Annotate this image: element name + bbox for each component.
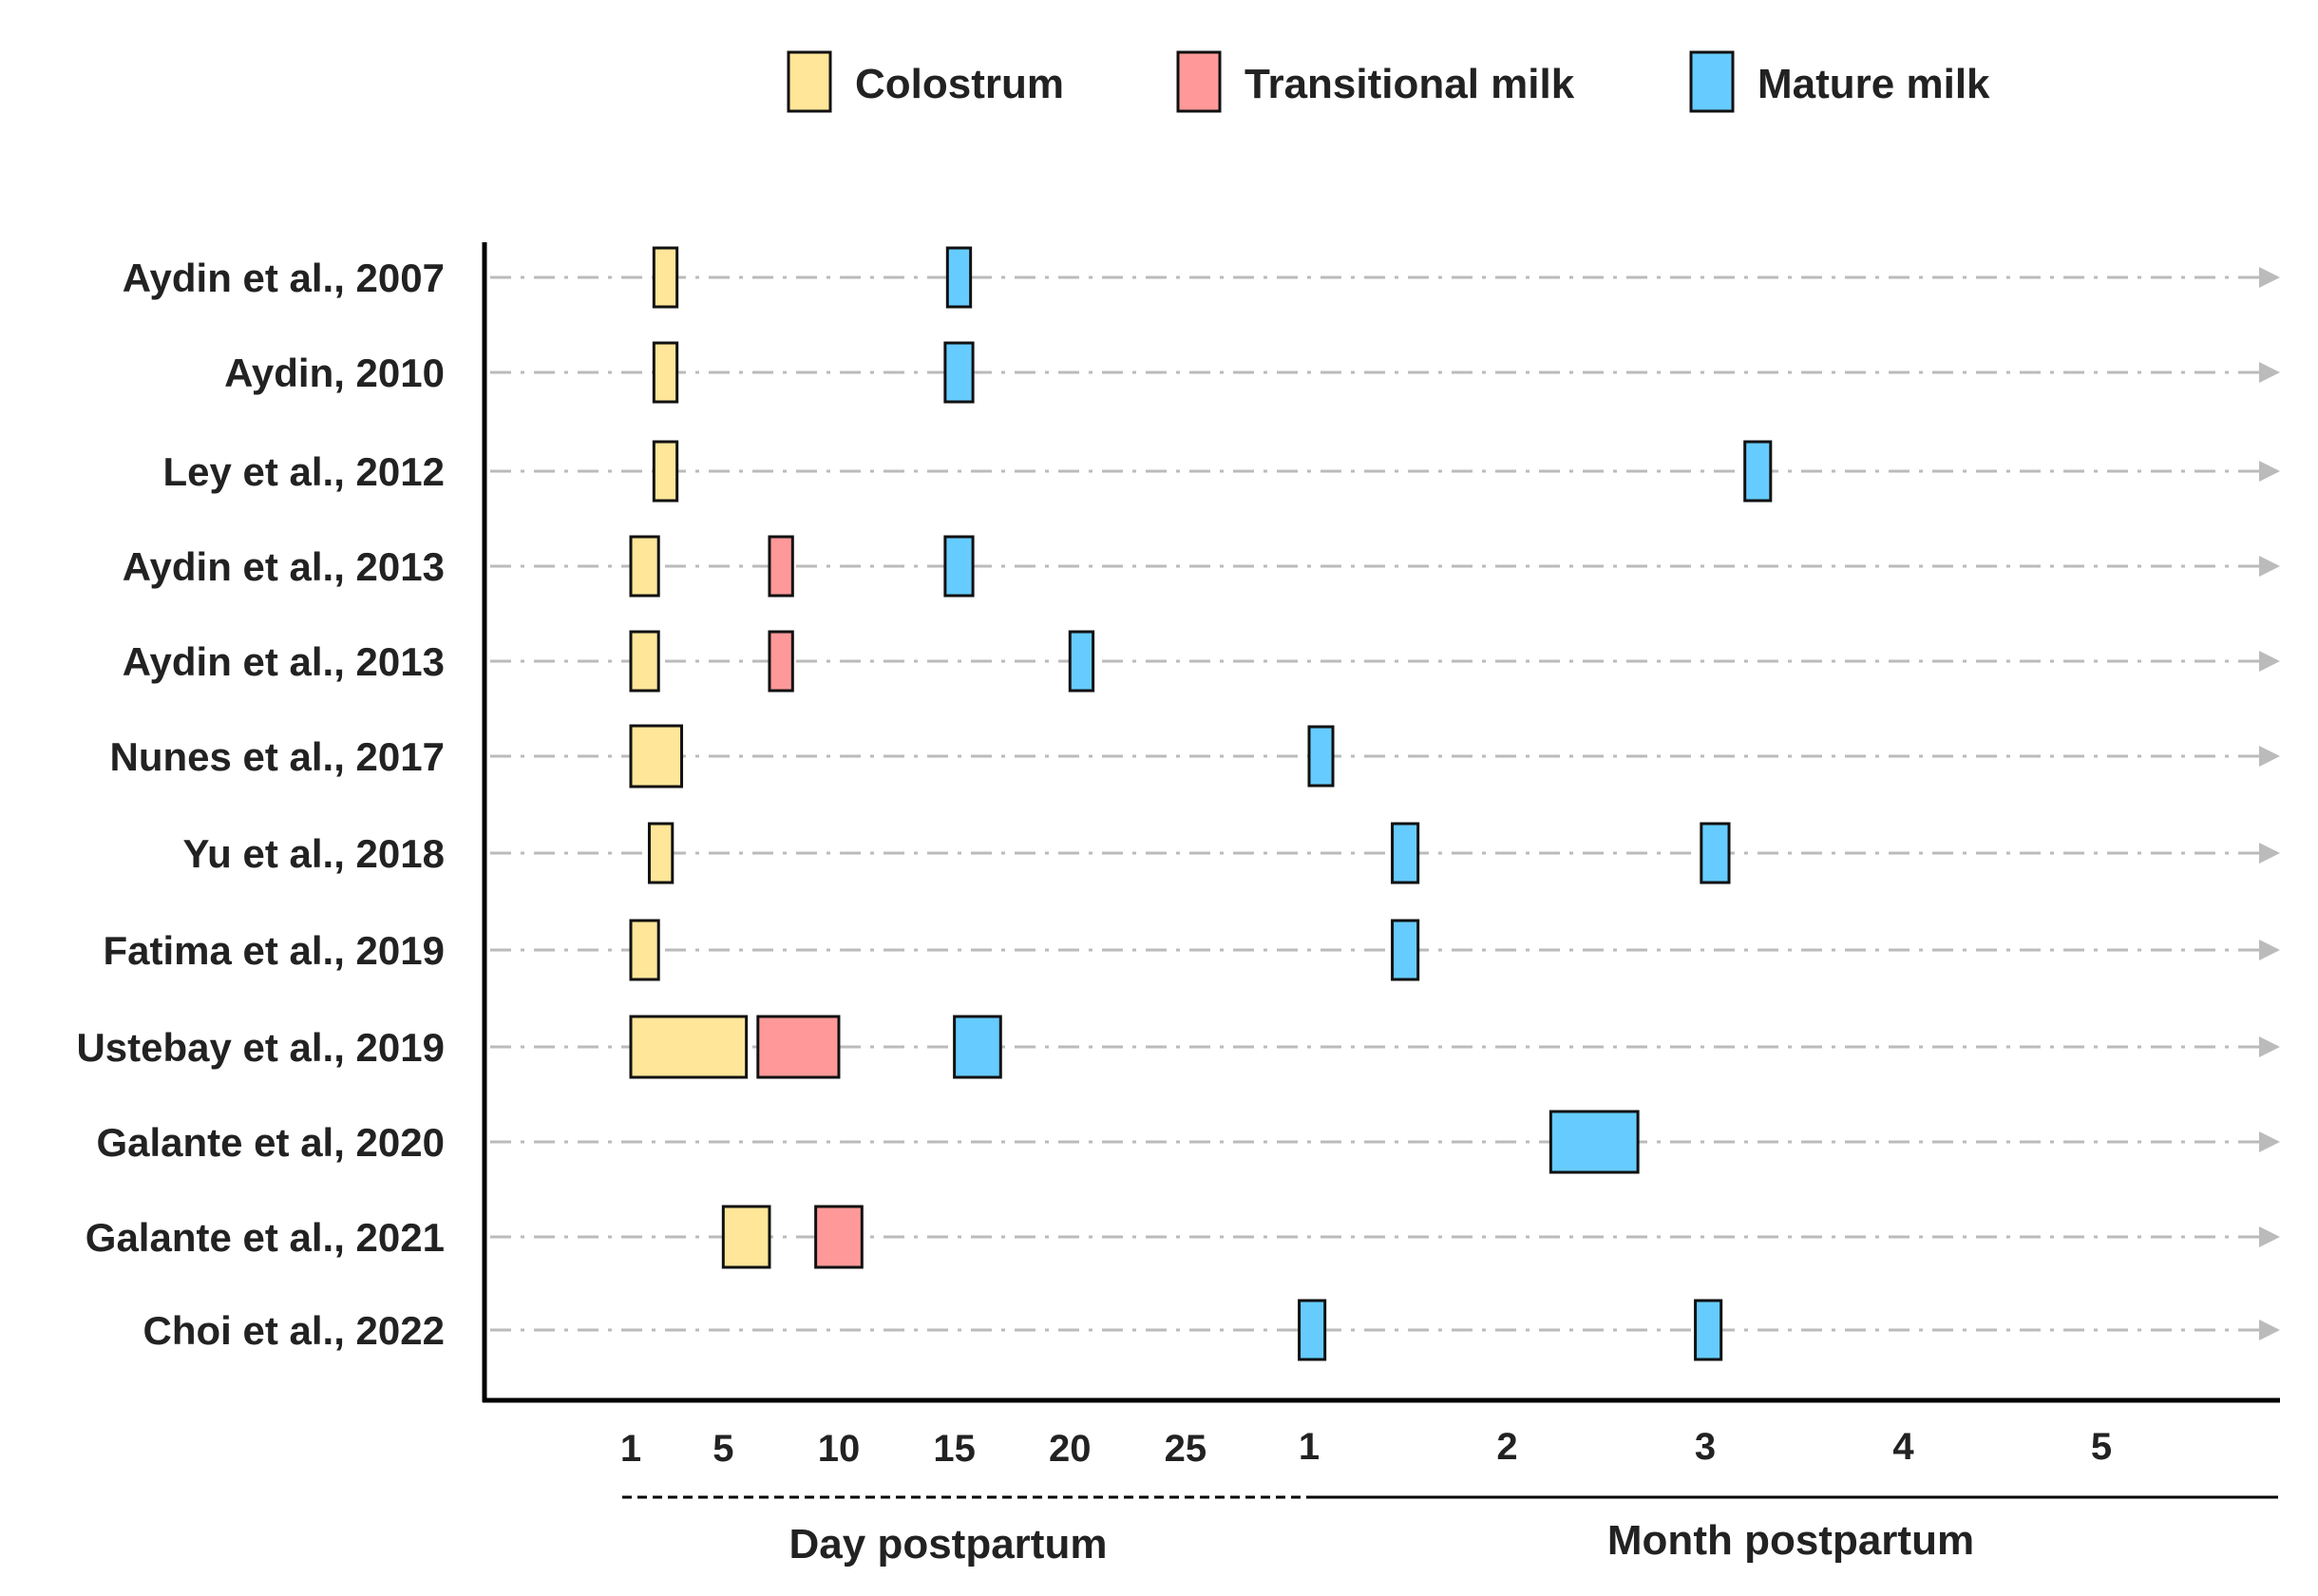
sample-bar-mature <box>943 535 975 598</box>
axes <box>482 242 2280 1499</box>
sample-bar-transitional <box>768 535 794 598</box>
row-label: Ley et al., 2012 <box>162 449 445 494</box>
row-7: Yu et al., 2018 <box>182 822 2280 884</box>
row-arrow-head <box>2259 267 2280 288</box>
sample-bar-colostrum <box>629 535 660 598</box>
row-11: Galante et al., 2021 <box>86 1205 2280 1269</box>
sample-bar-mature <box>943 341 975 404</box>
row-arrow-head <box>2259 746 2280 767</box>
row-arrow-head <box>2259 1226 2280 1247</box>
day-tick-label: 10 <box>818 1428 861 1470</box>
sample-bar-colostrum <box>652 440 679 503</box>
sample-bar-colostrum <box>629 724 684 788</box>
month-tick-label: 5 <box>2091 1426 2112 1468</box>
row-10: Galante et al, 2020 <box>96 1110 2280 1174</box>
row-5: Aydin et al., 2013 <box>123 630 2280 693</box>
sample-bar-colostrum <box>629 919 660 981</box>
row-1: Aydin et al., 2007 <box>123 246 2280 309</box>
row-6: Nunes et al., 2017 <box>109 724 2280 788</box>
sample-bar-colostrum <box>629 1015 749 1079</box>
row-3: Ley et al., 2012 <box>162 440 2280 503</box>
legend-swatch-mature <box>1689 50 1735 113</box>
sample-bar-mature <box>945 246 973 309</box>
tick-labels: 1 5 10 15 20 25 1 2 3 4 5 <box>620 1426 2112 1470</box>
sample-bar-transitional <box>756 1015 841 1079</box>
month-axis-title: Month postpartum <box>1607 1517 1974 1564</box>
row-arrow-head <box>2259 940 2280 960</box>
row-label: Aydin et al., 2007 <box>123 256 445 300</box>
month-tick-label: 4 <box>1892 1426 1914 1468</box>
row-arrow-head <box>2259 362 2280 383</box>
day-axis-title: Day postpartum <box>789 1521 1108 1568</box>
month-tick-label: 1 <box>1299 1426 1320 1468</box>
sample-bar-mature <box>1694 1299 1723 1361</box>
legend-label-transitional: Transitional milk <box>1244 61 1575 107</box>
month-tick-label: 2 <box>1496 1426 1517 1468</box>
row-4: Aydin et al., 2013 <box>123 535 2280 598</box>
row-arrow-head <box>2259 843 2280 864</box>
sample-bar-colostrum <box>652 341 679 404</box>
sample-bar-mature <box>1700 822 1731 884</box>
legend-label-mature: Mature milk <box>1758 61 1990 107</box>
row-label: Choi et al., 2022 <box>143 1308 445 1353</box>
sample-bar-transitional <box>768 630 794 693</box>
sample-bar-mature <box>1391 919 1420 981</box>
sample-bar-mature <box>1391 822 1420 884</box>
row-9: Ustebay et al., 2019 <box>76 1015 2280 1079</box>
legend-label-colostrum: Colostrum <box>855 61 1064 107</box>
legend: Colostrum Transitional milk Mature milk <box>787 50 1990 113</box>
legend-swatch-colostrum <box>787 50 832 113</box>
row-8: Fatima et al., 2019 <box>103 919 2280 981</box>
row-arrow-head <box>2259 1036 2280 1057</box>
row-arrow-head <box>2259 1320 2280 1340</box>
day-tick-label: 25 <box>1165 1428 1207 1470</box>
row-arrow-head <box>2259 651 2280 672</box>
sample-bar-colostrum <box>652 246 679 309</box>
row-label: Galante et al., 2021 <box>86 1215 445 1260</box>
row-label: Yu et al., 2018 <box>182 831 445 876</box>
sample-bar-mature <box>1548 1110 1640 1174</box>
sample-bar-colostrum <box>721 1205 771 1269</box>
row-label: Aydin, 2010 <box>224 351 445 395</box>
sample-bar-mature <box>1068 630 1095 693</box>
day-tick-label: 20 <box>1049 1428 1092 1470</box>
sample-bar-colostrum <box>629 630 660 693</box>
sample-bar-mature <box>1298 1299 1327 1361</box>
row-2: Aydin, 2010 <box>224 341 2280 404</box>
row-label: Nunes et al., 2017 <box>109 734 445 779</box>
row-label: Fatima et al., 2019 <box>103 928 445 973</box>
sample-bar-mature <box>953 1015 1002 1079</box>
sample-bar-mature <box>1307 725 1335 788</box>
day-tick-label: 5 <box>712 1428 733 1470</box>
month-tick-label: 3 <box>1695 1426 1716 1468</box>
row-label: Aydin et al., 2013 <box>123 639 445 684</box>
row-label: Aydin et al., 2013 <box>123 544 445 589</box>
row-label: Ustebay et al., 2019 <box>76 1025 445 1070</box>
row-12: Choi et al., 2022 <box>143 1299 2280 1361</box>
row-arrow-head <box>2259 461 2280 482</box>
row-arrow-head <box>2259 556 2280 577</box>
day-tick-label: 1 <box>620 1428 641 1470</box>
plot-rows: Aydin et al., 2007 Aydin, 2010 Ley et al.,… <box>76 246 2280 1361</box>
day-tick-label: 15 <box>933 1428 976 1470</box>
sample-bar-colostrum <box>647 822 674 884</box>
sample-bar-transitional <box>814 1205 864 1269</box>
legend-swatch-transitional <box>1176 50 1222 113</box>
sample-bar-mature <box>1743 440 1773 503</box>
row-arrow-head <box>2259 1131 2280 1152</box>
row-label: Galante et al, 2020 <box>96 1120 445 1165</box>
